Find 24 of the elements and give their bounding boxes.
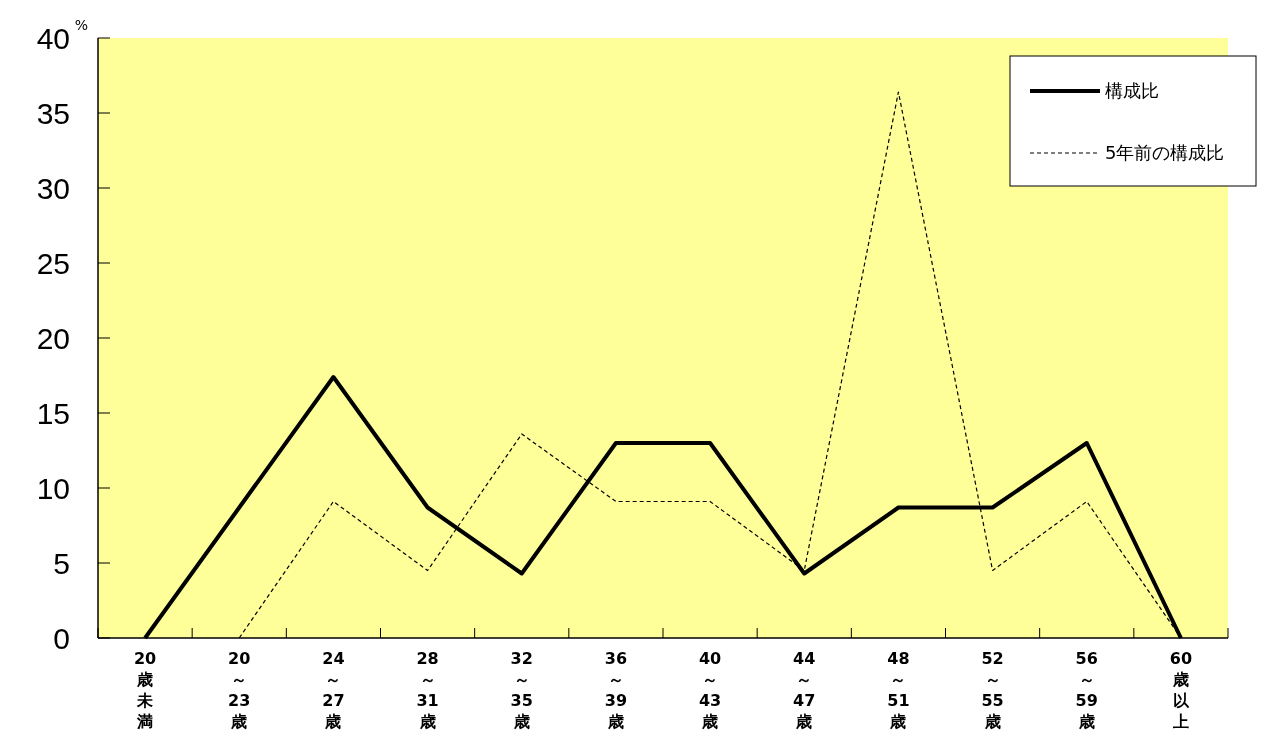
y-tick-label: 35 <box>36 96 70 130</box>
y-axis-title: % <box>74 17 88 33</box>
y-tick-label: 0 <box>53 621 70 655</box>
x-tick-label: 20歳未満 <box>133 649 157 731</box>
y-tick-label: 30 <box>36 171 70 205</box>
x-tick-label: 28～31歳 <box>416 649 439 731</box>
y-tick-label: 40 <box>36 21 70 55</box>
x-tick-label: 32～35歳 <box>510 649 533 731</box>
legend-label: 構成比 <box>1105 80 1159 102</box>
x-tick-label: 48～51歳 <box>887 649 910 731</box>
x-tick-label: 24～27歳 <box>322 649 345 731</box>
y-tick-label: 10 <box>36 471 70 505</box>
y-tick-label: 15 <box>36 396 70 430</box>
legend-label: 5年前の構成比 <box>1105 142 1225 164</box>
y-tick-label: 25 <box>36 246 70 280</box>
x-tick-label: 44～47歳 <box>793 649 816 731</box>
x-tick-label: 40～43歳 <box>698 649 722 731</box>
x-tick-label: 56～59歳 <box>1075 649 1098 731</box>
x-tick-label: 36～39歳 <box>604 649 628 731</box>
y-tick-label: 20 <box>36 321 70 355</box>
x-tick-label: 20～23歳 <box>228 649 251 731</box>
x-tick-label: 60歳以上 <box>1169 649 1193 731</box>
y-tick-label: 5 <box>53 546 70 580</box>
x-tick-label: 52～55歳 <box>981 649 1004 731</box>
